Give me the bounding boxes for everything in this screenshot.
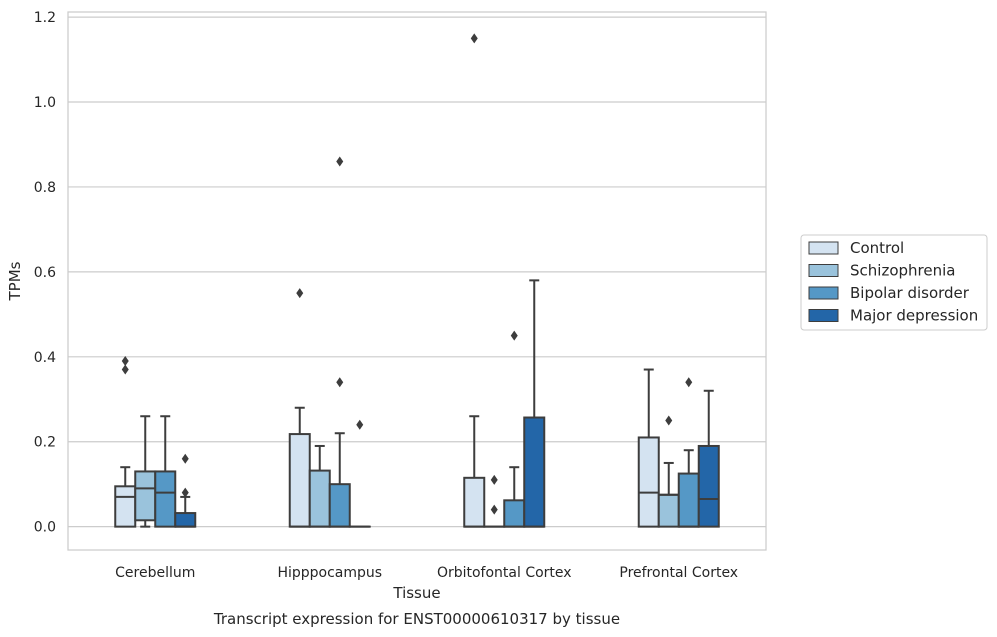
- chart-title: Transcript expression for ENST0000061031…: [213, 610, 620, 628]
- x-tick-label: Prefrontal Cortex: [619, 565, 738, 581]
- box-bipolar-disorder: [328, 156, 351, 528]
- box-rect: [174, 512, 197, 528]
- outlier-point: [121, 364, 129, 375]
- box-rect: [463, 476, 486, 528]
- y-tick-label: 0.2: [34, 435, 56, 451]
- legend-swatch: [808, 241, 839, 255]
- legend: Control Schizophrenia Bipolar disorder Majo…: [800, 234, 988, 331]
- box-rect: [677, 472, 700, 528]
- outlier-point: [356, 419, 364, 430]
- y-tick-label: 0.6: [34, 265, 56, 281]
- legend-frame: [800, 234, 988, 331]
- box-control: [463, 33, 486, 528]
- box-bipolar-disorder: [154, 415, 177, 528]
- outlier-point: [490, 504, 498, 515]
- outlier-point: [181, 487, 189, 498]
- box-rect: [328, 483, 351, 528]
- box-schizophrenia: [657, 415, 680, 528]
- x-tick-label: Hipppocampus: [277, 565, 382, 581]
- box-rect: [114, 485, 137, 528]
- box-bipolar-disorder: [677, 377, 700, 528]
- box-control: [288, 288, 311, 528]
- outlier-point: [510, 330, 518, 341]
- outlier-point: [490, 474, 498, 485]
- box-rect: [697, 444, 720, 528]
- outlier-point: [336, 156, 344, 167]
- box-schizophrenia: [483, 474, 506, 528]
- box-major-depression: [523, 279, 546, 528]
- box-rect: [308, 469, 331, 528]
- outlier-point: [665, 415, 673, 426]
- box-rect: [657, 493, 680, 528]
- box-rect: [288, 433, 311, 528]
- gridlines: [68, 16, 766, 528]
- outlier-point: [181, 453, 189, 464]
- outlier-point: [470, 33, 478, 44]
- y-tick-label: 1.0: [34, 95, 56, 111]
- outlier-point: [121, 356, 129, 367]
- plot-frame: [67, 11, 767, 551]
- y-tick-labels: 0.0 0.2 0.4 0.6 0.8 1.0 1.2: [34, 10, 56, 536]
- box-schizophrenia: [134, 415, 157, 528]
- box-rect: [637, 436, 660, 528]
- legend-swatch: [808, 264, 839, 277]
- y-tick-label: 0.8: [34, 180, 56, 196]
- box-control: [637, 368, 660, 528]
- x-tick-labels: Cerebellum Hipppocampus Orbitofontal Corte…: [115, 565, 738, 581]
- outlier-point: [336, 377, 344, 388]
- legend-swatch: [808, 286, 839, 300]
- x-tick-label: Cerebellum: [115, 565, 195, 581]
- legend-items: Control Schizophrenia Bipolar disorder Majo…: [808, 239, 978, 325]
- y-tick-label: 0.0: [34, 520, 56, 536]
- y-tick-label: 1.2: [34, 10, 56, 26]
- legend-label: Control: [850, 239, 904, 257]
- boxes: [114, 33, 720, 528]
- legend-label: Bipolar disorder: [850, 284, 970, 302]
- box-bipolar-disorder: [503, 330, 526, 528]
- legend-swatch: [808, 309, 839, 322]
- box-rect: [154, 470, 177, 528]
- y-axis-label: TPMs: [6, 261, 24, 301]
- box-schizophrenia: [308, 444, 331, 528]
- x-tick-label: Orbitofontal Cortex: [437, 565, 572, 581]
- x-axis-label: Tissue: [392, 584, 440, 602]
- legend-label: Major depression: [850, 307, 978, 325]
- box-rect: [523, 416, 546, 528]
- outlier-point: [685, 377, 693, 388]
- outlier-point: [296, 288, 304, 299]
- box-rect: [134, 470, 157, 522]
- y-tick-label: 0.4: [34, 350, 56, 366]
- box-major-depression: [348, 419, 371, 528]
- box-major-depression: [697, 389, 720, 528]
- box-rect: [503, 499, 526, 528]
- box-major-depression: [174, 453, 197, 528]
- legend-label: Schizophrenia: [850, 262, 955, 280]
